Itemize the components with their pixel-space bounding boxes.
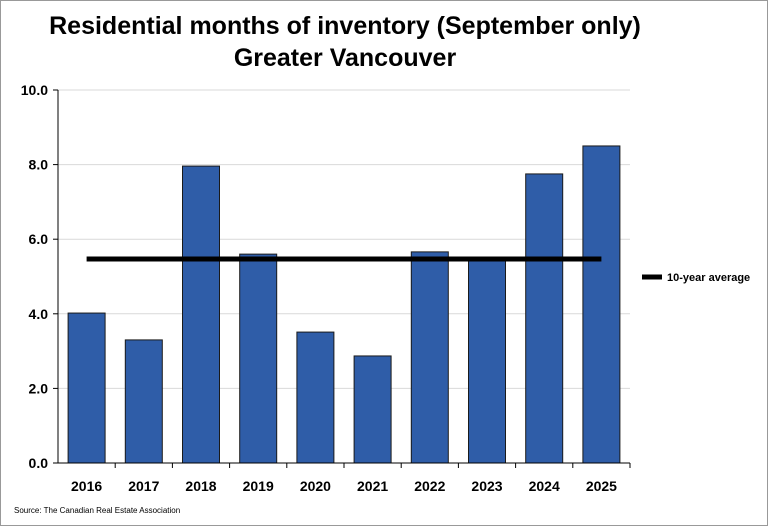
chart-subtitle: Greater Vancouver bbox=[233, 44, 457, 72]
y-tick-label: 4.0 bbox=[29, 306, 49, 322]
y-tick-label: 6.0 bbox=[29, 231, 49, 247]
legend-label: 10-year average bbox=[667, 272, 750, 284]
x-tick-label: 2022 bbox=[414, 478, 445, 494]
x-tick-label: 2019 bbox=[243, 478, 274, 494]
x-tick-label: 2020 bbox=[300, 478, 331, 494]
source-note: Source: The Canadian Real Estate Associa… bbox=[14, 506, 181, 515]
bar-2023 bbox=[468, 259, 506, 464]
bar-2022 bbox=[410, 251, 449, 464]
bar-2025 bbox=[582, 145, 621, 464]
x-tick-label: 2016 bbox=[71, 478, 102, 494]
bar-2021 bbox=[353, 355, 392, 464]
chart-title: Residential months of inventory (Septemb… bbox=[49, 12, 641, 40]
bar-2024 bbox=[525, 173, 564, 464]
bar-2020 bbox=[296, 331, 335, 464]
x-tick-label: 2018 bbox=[185, 478, 216, 494]
bar-2016 bbox=[67, 312, 106, 464]
x-tick-label: 2017 bbox=[128, 478, 159, 494]
y-tick-label: 2.0 bbox=[29, 380, 49, 396]
x-tick-label: 2024 bbox=[529, 478, 560, 494]
bar-2017 bbox=[124, 339, 163, 464]
bar-2019 bbox=[239, 253, 278, 464]
bar-2018 bbox=[182, 165, 220, 464]
y-tick-label: 0.0 bbox=[29, 455, 49, 471]
y-tick-label: 8.0 bbox=[29, 157, 49, 173]
x-tick-label: 2023 bbox=[471, 478, 502, 494]
y-tick-label: 10.0 bbox=[21, 82, 48, 98]
x-tick-label: 2021 bbox=[357, 478, 388, 494]
x-tick-label: 2025 bbox=[586, 478, 617, 494]
